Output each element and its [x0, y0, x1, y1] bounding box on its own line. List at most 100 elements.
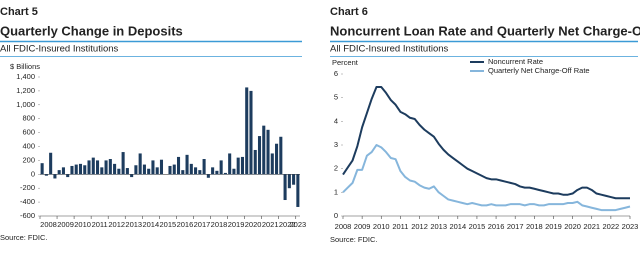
x-tick-label: 2019 — [545, 222, 562, 231]
bar — [70, 165, 74, 175]
chart-label: Chart 6 — [330, 6, 368, 18]
bar — [262, 125, 266, 175]
bar — [113, 163, 117, 175]
bar — [181, 170, 185, 175]
y-tick-label: 1,200 — [16, 86, 35, 95]
y-tick-label: 1,400 — [16, 72, 35, 81]
bar — [236, 157, 240, 175]
bar — [66, 174, 70, 178]
bar — [78, 163, 83, 175]
bar — [155, 167, 159, 175]
bar — [53, 174, 57, 179]
y-tick-label: -600 — [20, 211, 35, 220]
y-tick-label: 200 — [22, 155, 35, 164]
y-tick-label: 2 — [334, 164, 338, 173]
bar — [49, 152, 53, 175]
bar — [87, 160, 91, 175]
x-tick-label: 2017 — [507, 222, 524, 231]
bar — [249, 90, 253, 175]
x-tick-label: 2017 — [194, 220, 211, 229]
chart-subtitle: All FDIC-Insured Institutions — [0, 44, 119, 55]
bar — [257, 136, 262, 175]
series-line — [342, 86, 630, 200]
x-tick-label: 2012 — [411, 222, 428, 231]
bar — [96, 160, 100, 175]
x-tick-label: 2014 — [449, 222, 466, 231]
bar — [172, 164, 176, 175]
x-tick-label: 2015 — [160, 220, 177, 229]
bar — [61, 167, 65, 175]
y-tick-label: 6 — [334, 69, 338, 78]
bar — [292, 174, 296, 185]
bar — [266, 129, 270, 175]
series-line — [342, 144, 631, 212]
bar — [270, 153, 274, 175]
x-tick-label: 2014 — [142, 220, 159, 229]
bar — [151, 160, 155, 175]
bar — [287, 174, 291, 189]
bar — [100, 167, 104, 175]
y-tick-label: 600 — [22, 128, 35, 137]
x-tick-label: 2013 — [125, 220, 142, 229]
x-tick-label: 2022 — [279, 220, 296, 229]
bar — [142, 164, 146, 175]
y-tick-label: 1,000 — [16, 100, 35, 109]
y-tick-label: 3 — [334, 140, 338, 149]
x-tick-label: 2016 — [488, 222, 505, 231]
x-tick-label: 2008 — [335, 222, 352, 231]
bar — [117, 168, 121, 175]
y-tick-label: -200 — [20, 183, 35, 192]
x-tick-label: 2009 — [57, 220, 74, 229]
x-tick-label: 2019 — [228, 220, 245, 229]
bar — [279, 136, 283, 175]
y-tick-label: 4 — [334, 116, 338, 125]
x-tick-label: 2012 — [108, 220, 125, 229]
bar — [283, 174, 287, 201]
x-tick-label: 2013 — [430, 222, 447, 231]
bar — [138, 153, 142, 175]
bar — [147, 168, 151, 175]
bar — [240, 156, 244, 175]
bar — [275, 143, 279, 175]
x-tick-label: 2016 — [177, 220, 194, 229]
x-tick-label: 2021 — [583, 222, 600, 231]
x-tick-label: 2009 — [354, 222, 371, 231]
x-tick-label: 2010 — [74, 220, 91, 229]
y-tick-label: 400 — [22, 141, 35, 150]
bar — [91, 157, 95, 175]
bar — [215, 170, 219, 175]
x-tick-label: 2020 — [245, 220, 262, 229]
bar — [125, 168, 129, 175]
bar — [219, 160, 223, 175]
bar — [159, 159, 164, 175]
x-tick-label: 2022 — [603, 222, 620, 231]
y-tick-label: 1 — [334, 187, 338, 196]
bar — [130, 174, 134, 178]
x-tick-label: 2010 — [373, 222, 390, 231]
bar — [83, 165, 87, 175]
y-tick-label: 5 — [334, 93, 338, 102]
bar — [185, 154, 189, 175]
bar — [134, 165, 138, 175]
bar — [104, 160, 108, 175]
chart-label: Chart 5 — [0, 6, 38, 18]
bar — [202, 159, 206, 175]
bar — [296, 174, 300, 207]
bar — [232, 168, 236, 175]
bar — [194, 167, 198, 175]
x-tick-label: 2008 — [40, 220, 57, 229]
bar — [121, 152, 125, 175]
source: Source: FDIC. — [330, 235, 378, 244]
x-tick-label: 2011 — [392, 222, 408, 231]
legend-label: Noncurrent Rate — [488, 57, 543, 66]
chart-title: Quarterly Change in Deposits — [0, 23, 183, 38]
bar — [108, 159, 112, 175]
y-tick-label: 0 — [334, 211, 338, 220]
bar — [57, 170, 61, 175]
y-tick-label: 800 — [22, 114, 35, 123]
bar — [176, 156, 181, 175]
bar — [206, 174, 210, 178]
unit-label: Percent — [332, 58, 359, 67]
chart-title: Noncurrent Loan Rate and Quarterly Net C… — [330, 23, 640, 38]
